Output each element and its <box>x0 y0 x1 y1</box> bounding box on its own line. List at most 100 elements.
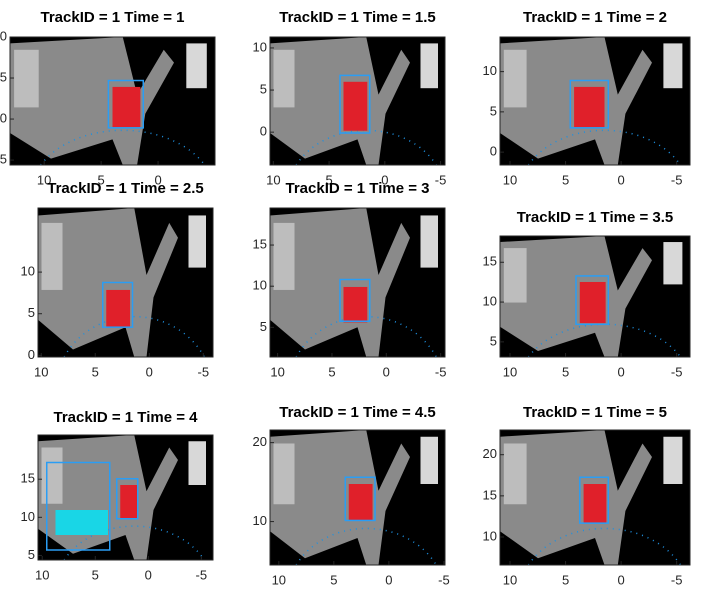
y-tick-label: 10 <box>0 28 7 43</box>
y-tick-label: 0 <box>260 124 267 139</box>
bright-patch <box>273 49 295 108</box>
x-tick-label: -5 <box>671 572 683 587</box>
x-tick-label: -5 <box>438 572 450 587</box>
y-tick-label: 5 <box>490 103 497 118</box>
axes-frame <box>9 36 216 166</box>
x-tick-label: 10 <box>34 364 48 379</box>
track-box <box>102 281 134 328</box>
bright-patch <box>273 443 295 505</box>
axes-frame <box>269 429 446 566</box>
axes: 10 5 0 -5 10 15 20 TrackID = 1 Time = 5 <box>483 404 691 587</box>
bright-patch <box>503 443 527 505</box>
clutter <box>420 215 438 268</box>
axes: 10 5 0 -5 5 10 15 TrackID = 1 Time = 3.5 <box>483 209 691 379</box>
x-tick-label: 5 <box>562 572 569 587</box>
chart-title: TrackID = 1 Time = 3 <box>286 180 430 197</box>
bright-patch <box>273 222 295 290</box>
axes: 10 5 0 -5 0 5 10 TrackID = 1 Time = 2 <box>483 9 691 187</box>
y-tick-label: 5 <box>260 81 267 96</box>
bright-patch <box>503 248 527 303</box>
clutter <box>663 436 683 484</box>
detection <box>120 485 138 519</box>
clutter <box>663 43 683 89</box>
y-tick-label: 0 <box>0 110 7 125</box>
track-box <box>339 74 371 134</box>
track-box <box>575 275 610 326</box>
y-tick-label: 5 <box>490 333 497 348</box>
y-tick-label: 5 <box>260 319 267 334</box>
x-tick-label: 5 <box>325 172 332 187</box>
track-box <box>339 278 371 322</box>
x-tick-label: 10 <box>503 572 517 587</box>
y-tick-label: 0 <box>490 144 497 159</box>
x-tick-label: 10 <box>37 172 51 187</box>
range-ring <box>63 315 205 358</box>
detection <box>574 86 605 128</box>
clutter <box>663 242 683 285</box>
x-tick-label: 0 <box>145 567 152 582</box>
y-tick-label: 15 <box>483 487 497 502</box>
chart-title: TrackID = 1 Time = 2.5 <box>47 180 204 197</box>
y-tick-label: 15 <box>21 471 35 486</box>
x-tick-label: 10 <box>503 172 517 187</box>
bright-patch <box>14 49 39 108</box>
track-box <box>579 476 610 524</box>
y-tick-label: 10 <box>253 39 267 54</box>
detection <box>583 484 607 524</box>
y-tick-label: 20 <box>253 434 267 449</box>
chart-title: TrackID = 1 Time = 4 <box>54 409 199 426</box>
axes: 10 5 0 -5 10 20 TrackID = 1 Time = 4.5 <box>253 404 450 587</box>
x-tick-label: 5 <box>97 172 104 187</box>
axes: 10 5 0 -5 0 5 10 TrackID = 1 Time = 1.5 <box>253 9 447 187</box>
y-tick-label: 0 <box>28 347 35 362</box>
chart-title: TrackID = 1 Time = 1 <box>41 9 185 26</box>
x-tick-label: 0 <box>617 172 624 187</box>
track-box <box>344 476 376 522</box>
x-tick-label: -5 <box>671 172 683 187</box>
track-box <box>569 79 610 129</box>
x-tick-label: -5 <box>435 364 447 379</box>
y-tick-label: 5 <box>28 305 35 320</box>
track-box <box>46 461 111 551</box>
detection <box>343 81 368 131</box>
y-tick-label: -5 <box>0 152 7 167</box>
chart-title: TrackID = 1 Time = 4.5 <box>279 404 436 421</box>
axes: 10 5 0 -5 5 10 15 TrackID = 1 Time = 3 <box>253 180 447 379</box>
axes: 10 5 0 -5 0 5 10 TrackID = 1 Time = 2.5 <box>21 180 214 379</box>
x-tick-label: 0 <box>617 572 624 587</box>
clutter <box>420 43 438 89</box>
x-tick-label: 0 <box>154 172 161 187</box>
x-tick-label: 5 <box>328 364 335 379</box>
x-tick-label: 10 <box>266 172 280 187</box>
axes-frame <box>499 36 691 166</box>
bright-patch <box>41 447 63 504</box>
y-tick-label: 10 <box>483 528 497 543</box>
axes-frame <box>37 207 214 358</box>
y-tick-label: 15 <box>253 236 267 251</box>
y-tick-label: 10 <box>483 63 497 78</box>
axes-frame <box>269 207 446 358</box>
chart-title: TrackID = 1 Time = 2 <box>523 9 667 26</box>
bright-patch <box>503 49 527 108</box>
sensor-field <box>270 430 410 565</box>
y-tick-label: 10 <box>483 294 497 309</box>
track-box <box>107 79 144 129</box>
x-tick-label: 5 <box>92 364 99 379</box>
x-tick-label: 0 <box>146 364 153 379</box>
axes: 10 5 0 -5 0 5 10 TrackID = 1 Time = 1 <box>0 9 216 187</box>
x-tick-label: 5 <box>562 364 569 379</box>
y-tick-label: 15 <box>483 254 497 269</box>
y-tick-label: 10 <box>21 509 35 524</box>
chart-title: TrackID = 1 Time = 1.5 <box>279 9 436 26</box>
y-tick-label: 20 <box>483 446 497 461</box>
x-tick-label: 10 <box>35 567 49 582</box>
x-tick-label: 5 <box>330 572 337 587</box>
clutter <box>186 43 207 89</box>
x-tick-label: 0 <box>385 572 392 587</box>
track-box <box>116 478 139 520</box>
y-tick-label: 10 <box>21 264 35 279</box>
y-tick-label: 10 <box>253 278 267 293</box>
clutter <box>420 436 438 484</box>
x-tick-label: 10 <box>503 364 517 379</box>
